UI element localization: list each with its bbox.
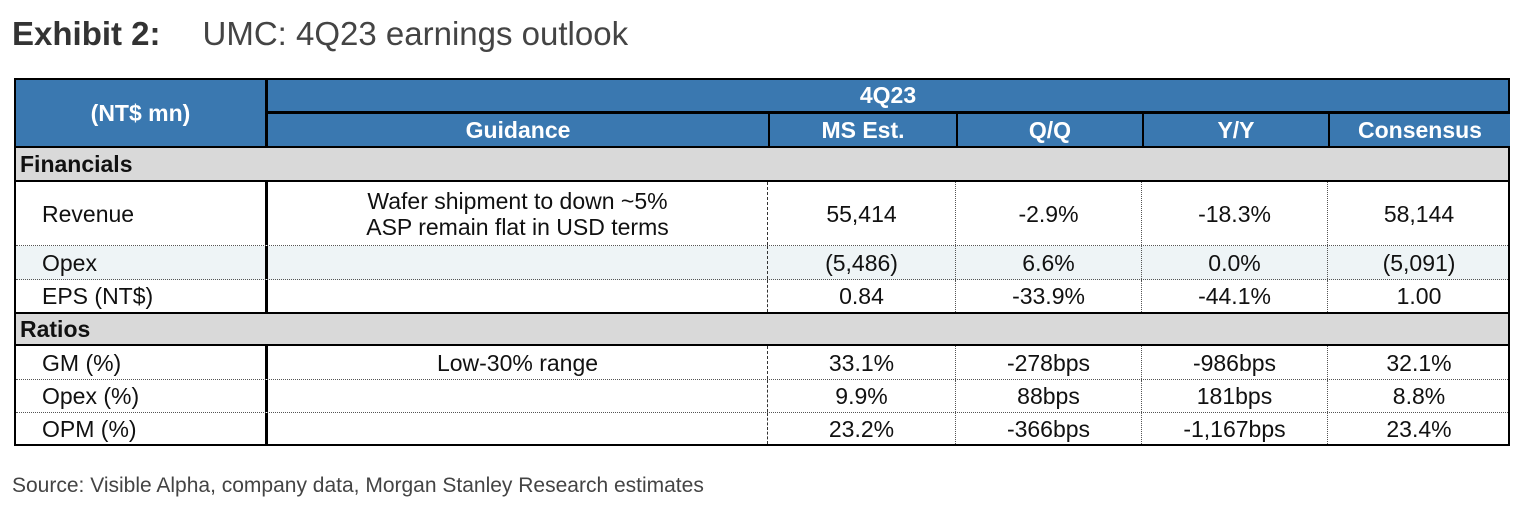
table-row: GM (%) Low-30% range 33.1% -278bps -986b… (16, 346, 1508, 380)
section-header-ratios: Ratios (16, 312, 1508, 346)
table-row: EPS (NT$) 0.84 -33.9% -44.1% 1.00 (16, 280, 1508, 312)
guidance-cell (268, 280, 768, 312)
col-header-consensus: Consensus (1328, 114, 1510, 146)
earnings-outlook-table: (NT$ mn) 4Q23 Guidance MS Est. Q/Q Y/Y C… (14, 78, 1510, 446)
ms-est-cell: 0.84 (768, 280, 956, 312)
col-header-ms-est: MS Est. (768, 114, 956, 146)
qq-cell: -278bps (956, 346, 1142, 379)
consensus-cell: 23.4% (1386, 415, 1452, 442)
row-label: Opex (%) (16, 380, 268, 412)
guidance-cell (268, 413, 768, 444)
ms-est-cell: (5,486) (768, 246, 956, 279)
exhibit-title: Exhibit 2: UMC: 4Q23 earnings outlook (12, 14, 628, 54)
row-label: Opex (16, 246, 268, 279)
yy-cell: -986bps (1142, 346, 1328, 379)
qq-cell: -366bps (956, 413, 1142, 444)
row-label: OPM (%) (16, 413, 268, 444)
table-row: OPM (%) 23.2% -366bps -1,167bps 23.4% (16, 413, 1508, 444)
col-header-yy: Y/Y (1142, 114, 1328, 146)
ms-est-cell: 33.1% (768, 346, 956, 379)
qq-cell: 88bps (956, 380, 1142, 412)
guidance-cell (268, 246, 768, 279)
consensus-cell: 8.8% (1392, 383, 1446, 409)
guidance-cell: Wafer shipment to down ~5% ASP remain fl… (268, 182, 768, 245)
col-header-qq: Q/Q (956, 114, 1142, 146)
source-note: Source: Visible Alpha, company data, Mor… (12, 474, 704, 497)
yy-cell: -1,167bps (1142, 413, 1328, 444)
unit-header: (NT$ mn) (16, 80, 268, 146)
consensus-cell: 32.1% (1386, 349, 1452, 376)
consensus-cell: 1.00 (1396, 283, 1442, 309)
period-header: 4Q23 (268, 80, 1508, 114)
guidance-line: Wafer shipment to down ~5% (367, 187, 668, 214)
qq-cell: -2.9% (956, 182, 1142, 245)
yy-cell: 181bps (1142, 380, 1328, 412)
ms-est-cell: 9.9% (768, 380, 956, 412)
ms-est-cell: 23.2% (768, 413, 956, 444)
qq-cell: 6.6% (956, 246, 1142, 279)
guidance-cell (268, 380, 768, 412)
yy-cell: -18.3% (1142, 182, 1328, 245)
consensus-cell: 58,144 (1383, 200, 1455, 227)
qq-cell: -33.9% (956, 280, 1142, 312)
row-label: EPS (NT$) (16, 280, 268, 312)
column-headers: Guidance MS Est. Q/Q Y/Y Consensus (268, 114, 1510, 146)
exhibit-heading: UMC: 4Q23 earnings outlook (202, 15, 629, 52)
guidance-line: ASP remain flat in USD terms (366, 213, 669, 240)
yy-cell: -44.1% (1142, 280, 1328, 312)
guidance-cell: Low-30% range (268, 346, 768, 379)
row-label: Revenue (16, 182, 268, 245)
yy-cell: 0.0% (1142, 246, 1328, 279)
table-row: Opex (%) 9.9% 88bps 181bps 8.8% (16, 380, 1508, 413)
consensus-cell: (5,091) (1382, 249, 1456, 276)
table-row: Revenue Wafer shipment to down ~5% ASP r… (16, 182, 1508, 246)
row-label: GM (%) (16, 346, 268, 379)
section-header-financials: Financials (16, 146, 1508, 182)
table-row: Opex (5,486) 6.6% 0.0% (5,091) (16, 246, 1508, 280)
ms-est-cell: 55,414 (768, 182, 956, 245)
col-header-guidance: Guidance (268, 114, 768, 146)
exhibit-label: Exhibit 2: (12, 15, 161, 52)
